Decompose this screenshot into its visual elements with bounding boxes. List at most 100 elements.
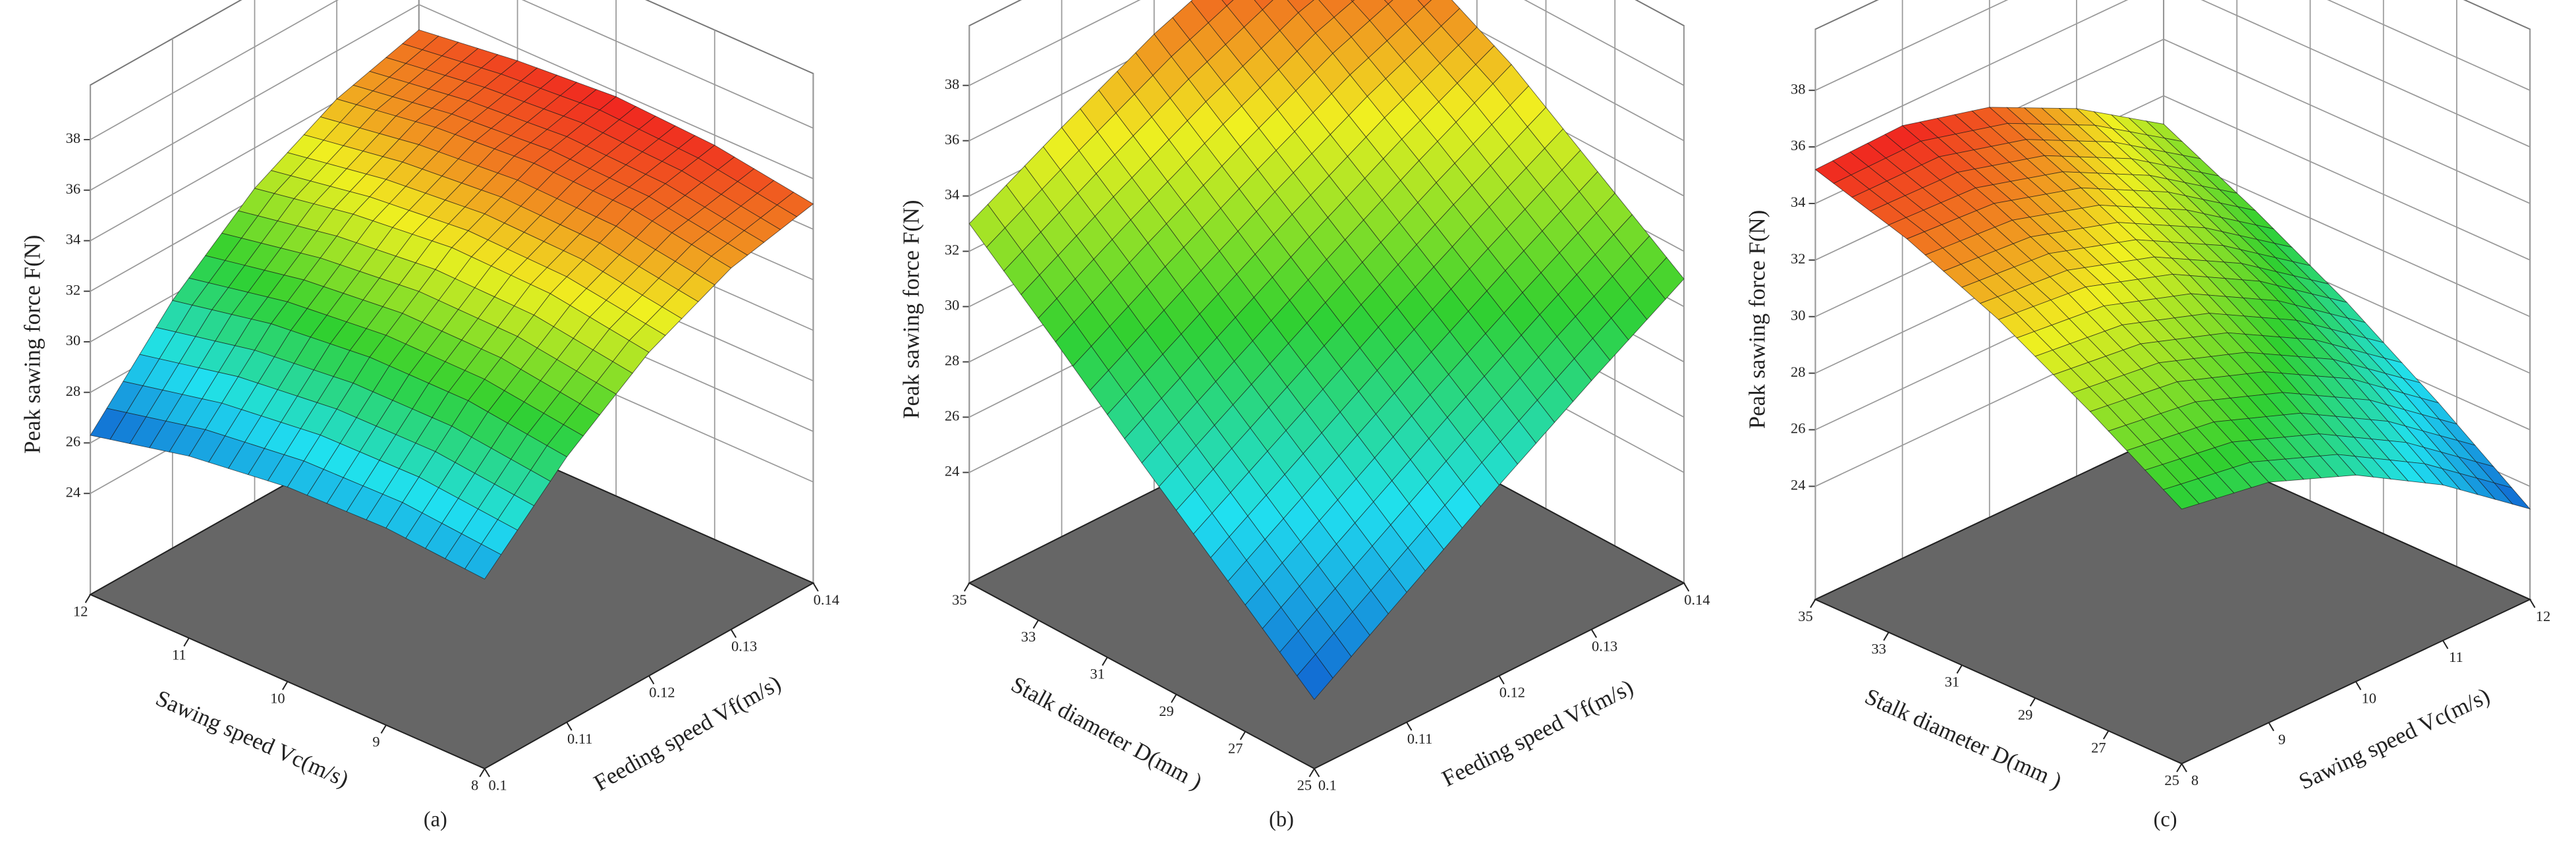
- x-tick-label: 35: [952, 591, 966, 608]
- z-tick-label: 38: [1791, 80, 1805, 97]
- surface-cell: [1417, 0, 1432, 7]
- y-tick-label: 0.12: [649, 684, 675, 701]
- y-axis-label: Sawing speed Vc(m/s): [2295, 682, 2494, 794]
- x-tick-label: 35: [1798, 608, 1812, 624]
- y-tick-label: 0.14: [1684, 591, 1710, 608]
- y-tick: [1406, 722, 1413, 731]
- z-tick-label: 24: [1791, 477, 1805, 493]
- y-tick: [2268, 722, 2275, 732]
- x-tick: [183, 638, 190, 647]
- y-tick: [812, 582, 819, 592]
- x-tick-label: 25: [1297, 777, 1312, 794]
- z-tick-label: 38: [945, 76, 959, 92]
- grid-line: [90, 0, 814, 140]
- panel-label: (b): [1269, 807, 1294, 831]
- x-tick: [282, 681, 289, 690]
- grid-line: [1815, 0, 2531, 91]
- x-tick: [1032, 620, 1039, 629]
- y-tick-label: 11: [2449, 649, 2463, 665]
- x-tick: [1102, 657, 1108, 666]
- panel-label: (c): [2154, 807, 2177, 831]
- x-tick-label: 12: [73, 603, 88, 619]
- y-tick-label: 0.11: [1407, 730, 1432, 747]
- z-tick-label: 38: [66, 130, 80, 146]
- grid-line: [968, 0, 1685, 142]
- y-tick: [1314, 768, 1320, 778]
- y-tick-label: 8: [2191, 772, 2198, 788]
- x-tick-label: 33: [1871, 641, 1886, 657]
- y-tick-label: 0.13: [731, 638, 757, 654]
- x-tick: [1956, 665, 1963, 674]
- z-tick-label: 34: [1791, 194, 1805, 210]
- z-axis-label: Peak sawing force F(N): [19, 235, 45, 454]
- surface-cell: [1221, 0, 1234, 7]
- y-tick: [2529, 599, 2536, 609]
- y-tick: [2442, 640, 2449, 649]
- x-axis-label: Stalk diameter D(mm ): [1861, 684, 2065, 794]
- surface-cell: [1297, 654, 1333, 700]
- y-tick: [2181, 763, 2187, 773]
- x-tick-label: 9: [372, 734, 379, 750]
- x-tick-label: 33: [1021, 628, 1036, 645]
- z-axis-label: Peak sawing force F(N): [1745, 210, 1770, 429]
- z-tick-label: 30: [1791, 307, 1805, 323]
- x-tick-label: 27: [1228, 740, 1243, 756]
- y-tick-label: 0.11: [567, 730, 592, 747]
- y-tick-label: 12: [2536, 608, 2550, 624]
- y-tick-label: 0.1: [1318, 777, 1337, 794]
- x-tick-label: 29: [2018, 706, 2032, 722]
- y-tick-label: 9: [2278, 731, 2285, 748]
- x-tick: [84, 594, 92, 603]
- z-tick-label: 30: [66, 332, 80, 348]
- y-tick-label: 10: [2362, 690, 2376, 706]
- z-tick-label: 24: [945, 463, 959, 479]
- y-tick: [730, 629, 737, 638]
- z-tick-label: 32: [66, 281, 80, 298]
- x-tick: [380, 724, 387, 734]
- x-tick: [479, 768, 486, 778]
- surface-cell: [1254, 0, 1274, 11]
- z-tick-label: 34: [945, 186, 959, 203]
- z-tick-label: 28: [1791, 364, 1805, 380]
- x-tick: [963, 582, 970, 592]
- y-tick: [2355, 681, 2362, 690]
- z-tick-label: 36: [66, 180, 80, 197]
- z-tick-label: 26: [66, 433, 80, 450]
- x-tick-label: 10: [270, 690, 285, 706]
- z-tick-label: 32: [945, 242, 959, 258]
- z-tick-label: 30: [945, 297, 959, 313]
- z-tick-label: 32: [1791, 250, 1805, 267]
- grid-line: [1815, 0, 2531, 148]
- y-tick-label: 0.1: [489, 777, 507, 794]
- z-axis-label: Peak sawing force F(N): [898, 200, 924, 418]
- y-tick: [1498, 675, 1505, 685]
- x-tick: [2029, 697, 2036, 707]
- z-tick-label: 26: [1791, 420, 1805, 437]
- y-tick: [1683, 582, 1690, 592]
- x-tick: [1171, 694, 1177, 703]
- x-tick-label: 25: [2164, 772, 2179, 788]
- y-tick: [648, 675, 655, 685]
- y-tick-label: 0.13: [1592, 638, 1617, 654]
- panel-label: (a): [424, 807, 447, 831]
- x-tick-label: 8: [471, 777, 478, 794]
- x-tick: [1810, 599, 1816, 609]
- x-tick: [2176, 763, 2183, 773]
- z-tick-label: 36: [945, 131, 959, 148]
- surface-cell: [2162, 483, 2200, 510]
- x-tick-label: 27: [2091, 739, 2106, 755]
- x-axis-label: Sawing speed Vc(m/s): [152, 685, 352, 792]
- z-tick-label: 28: [66, 383, 80, 399]
- x-tick: [1883, 632, 1890, 641]
- z-tick-label: 28: [945, 352, 959, 369]
- y-tick-label: 0.12: [1499, 684, 1525, 701]
- x-tick: [1308, 768, 1315, 778]
- grid-line: [968, 0, 1685, 86]
- x-tick-label: 31: [1945, 674, 1959, 690]
- y-tick: [566, 722, 573, 731]
- x-tick-label: 31: [1090, 666, 1105, 682]
- surface-cell: [464, 543, 502, 580]
- z-tick-label: 26: [945, 408, 959, 424]
